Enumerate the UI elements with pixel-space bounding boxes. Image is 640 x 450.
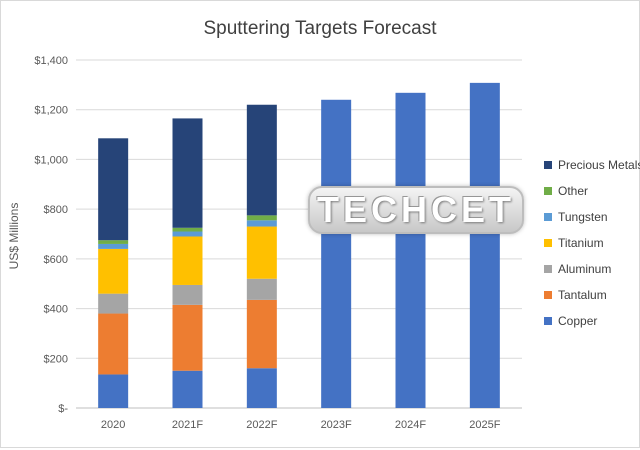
bar-segment-other [246,215,277,221]
bar-segment-titanium [98,248,129,294]
legend-swatch [544,291,552,299]
y-tick-label: $1,400 [34,55,68,67]
x-tick-label: 2020 [101,419,125,431]
bar-segment-copper [395,92,426,408]
bar-segment-tantalum [246,299,277,369]
bar-segment-precious-metals [98,138,129,241]
bar-segment-aluminum [98,293,129,314]
bars [98,82,500,409]
legend-swatch [544,317,552,325]
legend-label: Tungsten [558,210,608,224]
bar-segment-tungsten [246,220,277,227]
y-tick-label: $400 [44,304,68,316]
legend-label: Copper [558,314,597,328]
chart-title: Sputtering Targets Forecast [203,18,437,39]
y-tick-label: $600 [44,254,68,266]
gridlines [76,59,522,409]
legend: Precious Metals Other Tungsten Titanium Alum… [544,158,640,328]
bar-segment-copper [172,370,203,408]
legend-swatch [544,213,552,221]
legend-swatch [544,265,552,273]
legend-label: Tantalum [558,288,607,302]
y-tick-label: $1,200 [34,105,68,117]
y-tick-label: $800 [44,204,68,216]
legend-label: Aluminum [558,262,611,276]
bar-segment-other [98,240,129,244]
x-tick-label: 2025F [469,419,500,431]
y-tick-labels: $- $200 $400 $600 $800 $1,000 $1,200 $1,400 [34,55,68,415]
bar-segment-tungsten [98,243,129,249]
legend-swatch [544,187,552,195]
x-tick-label: 2023F [321,419,352,431]
y-tick-label: $200 [44,353,68,365]
legend-label: Precious Metals [558,158,640,172]
bar-segment-copper [469,82,500,409]
bar-segment-aluminum [172,284,203,305]
bar-segment-copper [321,99,352,409]
legend-swatch [544,239,552,247]
bar-segment-aluminum [246,278,277,300]
bar-segment-precious-metals [172,118,203,228]
y-tick-label: $- [58,403,68,415]
watermark-logo: TECHCET [308,186,524,234]
legend-swatch [544,161,552,169]
bar-segment-copper [98,374,129,408]
bar-segment-other [172,227,203,232]
watermark-text: TECHCET [317,189,515,230]
bar-segment-titanium [246,226,277,279]
legend-label: Titanium [558,236,604,250]
bar-segment-titanium [172,236,203,285]
x-tick-labels: 2020 2021F 2022F 2023F 2024F 2025F [101,419,501,431]
bar-segment-tungsten [172,231,203,237]
legend-label: Other [558,184,588,198]
bar-segment-copper [246,368,277,408]
bar-segment-tantalum [172,304,203,371]
x-tick-label: 2024F [395,419,426,431]
bar-segment-tantalum [98,313,129,375]
x-tick-label: 2022F [246,419,277,431]
y-tick-label: $1,000 [34,154,68,166]
x-tick-label: 2021F [172,419,203,431]
bar-segment-precious-metals [246,104,277,216]
